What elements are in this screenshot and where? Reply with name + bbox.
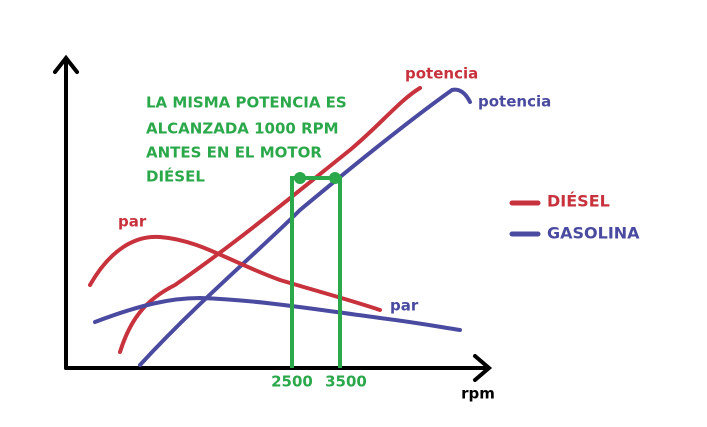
legend-label: GASOLINA	[547, 224, 640, 243]
axes	[53, 54, 493, 382]
curve-label: par	[390, 297, 419, 315]
annotation-line: LA MISMA POTENCIA ES	[146, 94, 347, 112]
x-label: 3500	[325, 373, 367, 391]
x-axis-label: rpm	[461, 385, 495, 403]
legend-label: DIÉSEL	[547, 192, 610, 211]
petrol-power-curve	[138, 87, 472, 367]
x-label: 2500	[271, 373, 313, 391]
annotation-line: ANTES EN EL MOTOR	[146, 144, 322, 162]
petrol-torque-curve	[93, 295, 462, 332]
annotation-line: ALCANZADA 1000 RPM	[146, 120, 339, 138]
curve-label: potencia	[478, 93, 551, 111]
diesel-torque-curve	[88, 234, 382, 312]
annotation-line: DIÉSEL	[146, 167, 205, 186]
curve-label: potencia	[405, 65, 478, 83]
curves	[88, 86, 472, 367]
marker-dot	[294, 172, 306, 184]
annotation: LA MISMA POTENCIA ES ALCANZADA 1000 RPM …	[146, 94, 347, 186]
marker-dot	[329, 172, 341, 184]
curve-label: par	[118, 213, 147, 231]
comparison-lines	[290, 176, 342, 368]
